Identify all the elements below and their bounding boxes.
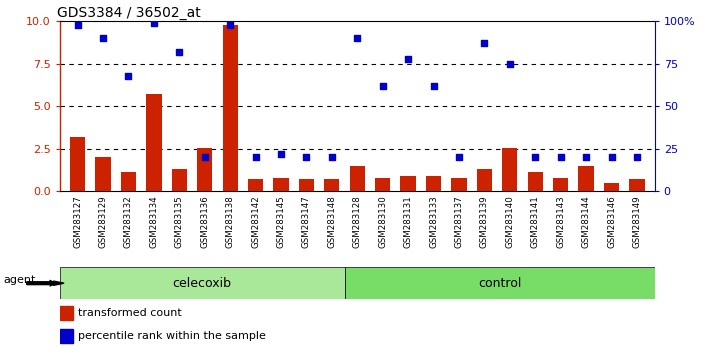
Text: GSM283129: GSM283129 [99, 195, 108, 247]
Point [606, 154, 617, 160]
Bar [96, 157, 111, 191]
Point [479, 40, 490, 46]
Bar [273, 178, 289, 191]
Text: GSM283133: GSM283133 [429, 195, 438, 248]
Bar [60, 306, 73, 320]
Point [631, 154, 643, 160]
Bar [375, 178, 390, 191]
Point [428, 83, 439, 88]
Text: control: control [478, 277, 522, 290]
Text: GSM283138: GSM283138 [226, 195, 234, 248]
Point [122, 73, 134, 79]
Text: GSM283146: GSM283146 [607, 195, 616, 248]
Text: GSM283141: GSM283141 [531, 195, 540, 248]
Text: GSM283127: GSM283127 [73, 195, 82, 248]
Point [301, 154, 312, 160]
Text: GSM283136: GSM283136 [200, 195, 209, 248]
Text: GSM283135: GSM283135 [175, 195, 184, 248]
Text: GSM283131: GSM283131 [403, 195, 413, 248]
Text: GSM283132: GSM283132 [124, 195, 133, 248]
Point [199, 154, 210, 160]
Bar [502, 148, 517, 191]
Text: GSM283130: GSM283130 [378, 195, 387, 248]
Text: GSM283145: GSM283145 [277, 195, 286, 248]
Bar [222, 25, 238, 191]
Bar [60, 267, 344, 299]
Point [275, 151, 287, 156]
Bar [344, 267, 655, 299]
Bar [527, 172, 543, 191]
Point [453, 154, 465, 160]
Bar [298, 179, 314, 191]
Text: GSM283134: GSM283134 [149, 195, 158, 248]
Point [225, 22, 236, 28]
Bar [197, 148, 213, 191]
Bar [604, 183, 619, 191]
Text: GSM283142: GSM283142 [251, 195, 260, 248]
Text: agent: agent [4, 275, 36, 285]
Bar [70, 137, 85, 191]
Point [580, 154, 591, 160]
Text: percentile rank within the sample: percentile rank within the sample [77, 331, 265, 341]
Point [149, 20, 160, 26]
Bar [350, 166, 365, 191]
Bar [477, 169, 492, 191]
Bar [629, 179, 645, 191]
Bar [401, 176, 416, 191]
Point [529, 154, 541, 160]
Point [326, 154, 337, 160]
Bar [553, 178, 568, 191]
Point [72, 22, 83, 28]
Point [351, 35, 363, 41]
Bar [172, 169, 187, 191]
Text: GSM283143: GSM283143 [556, 195, 565, 248]
Text: GDS3384 / 36502_at: GDS3384 / 36502_at [57, 6, 201, 20]
Bar [248, 179, 263, 191]
Point [555, 154, 566, 160]
Point [97, 35, 108, 41]
Text: GSM283148: GSM283148 [327, 195, 337, 248]
Text: GSM283144: GSM283144 [582, 195, 591, 248]
Text: GSM283147: GSM283147 [302, 195, 311, 248]
Bar [121, 172, 136, 191]
Text: celecoxib: celecoxib [172, 277, 232, 290]
Point [403, 56, 414, 62]
Bar [451, 178, 467, 191]
Text: GSM283139: GSM283139 [480, 195, 489, 247]
Point [174, 49, 185, 55]
Text: GSM283137: GSM283137 [455, 195, 463, 248]
Bar [60, 329, 73, 343]
Point [504, 61, 515, 67]
Text: transformed count: transformed count [77, 308, 182, 318]
Bar [579, 166, 593, 191]
Bar [146, 94, 161, 191]
Text: GSM283149: GSM283149 [632, 195, 641, 247]
Bar [426, 176, 441, 191]
Point [250, 154, 261, 160]
Point [377, 83, 389, 88]
Text: GSM283140: GSM283140 [505, 195, 515, 248]
Bar [325, 179, 339, 191]
Text: GSM283128: GSM283128 [353, 195, 362, 248]
